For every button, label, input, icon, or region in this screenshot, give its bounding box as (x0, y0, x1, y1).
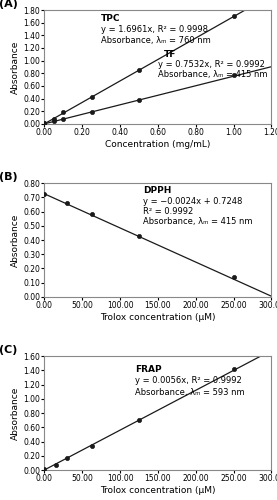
Y-axis label: Absorbance: Absorbance (11, 214, 20, 266)
Text: (A): (A) (0, 0, 18, 8)
X-axis label: Trolox concentration (μM): Trolox concentration (μM) (100, 313, 216, 322)
X-axis label: Trolox concentration (μM): Trolox concentration (μM) (100, 486, 216, 495)
Text: y = 0.0056x, R² = 0.9992: y = 0.0056x, R² = 0.9992 (135, 376, 242, 385)
Text: Absorbance, λₘ = 415 nm: Absorbance, λₘ = 415 nm (158, 70, 267, 79)
Text: R² = 0.9992: R² = 0.9992 (143, 206, 193, 216)
Text: FRAP: FRAP (135, 365, 162, 374)
Text: Absorbance, λₘ = 760 nm: Absorbance, λₘ = 760 nm (101, 36, 211, 45)
Y-axis label: Absorbance: Absorbance (11, 40, 20, 94)
X-axis label: Concentration (mg/mL): Concentration (mg/mL) (105, 140, 211, 149)
Text: Absorbance, λₘ = 415 nm: Absorbance, λₘ = 415 nm (143, 216, 252, 226)
Y-axis label: Absorbance: Absorbance (11, 386, 20, 440)
Text: y = 0.7532x, R² = 0.9992: y = 0.7532x, R² = 0.9992 (158, 60, 265, 69)
Text: TF: TF (163, 50, 176, 59)
Text: TPC: TPC (101, 14, 120, 24)
Text: y = 1.6961x, R² = 0.9998: y = 1.6961x, R² = 0.9998 (101, 25, 208, 34)
Text: y = −0.0024x + 0.7248: y = −0.0024x + 0.7248 (143, 196, 242, 205)
Text: Absorbance, λₘ = 593 nm: Absorbance, λₘ = 593 nm (135, 388, 245, 396)
Text: DPPH: DPPH (143, 186, 171, 195)
Text: (B): (B) (0, 172, 17, 181)
Text: (C): (C) (0, 345, 17, 355)
